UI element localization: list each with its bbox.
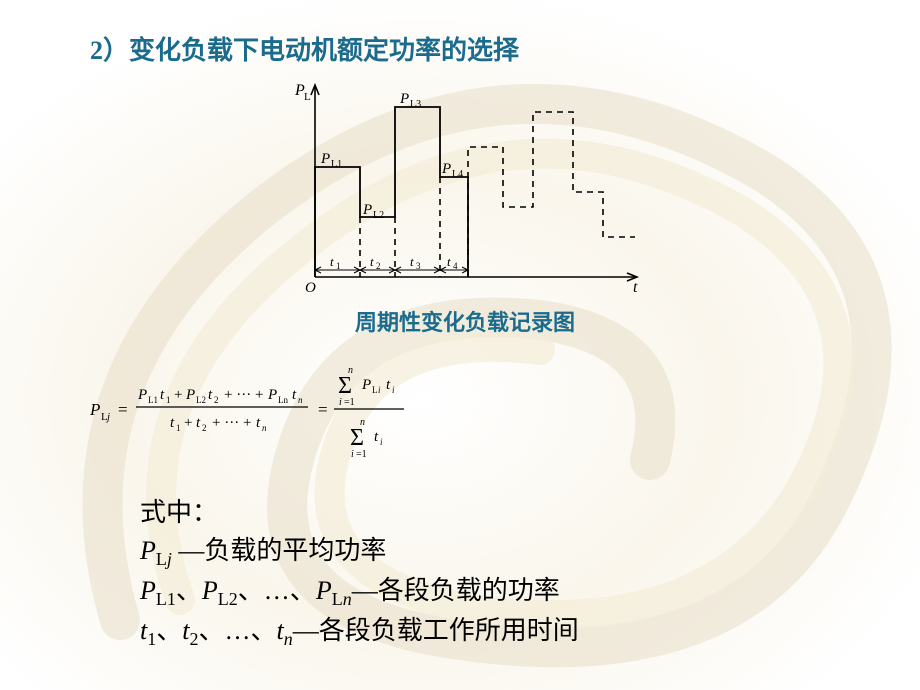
svg-text:t: t xyxy=(370,254,374,269)
load-step-diagram: P L t O PL1 PL2 xyxy=(285,77,645,297)
svg-text:L1: L1 xyxy=(331,159,342,170)
diagram-caption: 周期性变化负载记录图 xyxy=(90,305,840,337)
svg-text:4: 4 xyxy=(453,261,458,271)
svg-text:t: t xyxy=(196,415,201,431)
svg-text:i: i xyxy=(378,385,381,395)
svg-text:+ ··· +: + ··· + xyxy=(224,387,263,403)
svg-text:t: t xyxy=(208,387,213,403)
svg-text:2: 2 xyxy=(202,423,207,433)
svg-text:Σ: Σ xyxy=(350,425,364,451)
svg-text:t: t xyxy=(374,429,379,445)
svg-text:L: L xyxy=(372,385,378,395)
svg-text:t: t xyxy=(160,387,165,403)
svg-text:n: n xyxy=(262,423,267,433)
svg-text:1: 1 xyxy=(336,261,341,271)
svg-text:+ ··· +: + ··· + xyxy=(212,415,251,431)
svg-text:1: 1 xyxy=(176,423,181,433)
svg-text:2: 2 xyxy=(376,261,381,271)
svg-text:i: i xyxy=(339,397,342,408)
svg-text:=: = xyxy=(318,400,328,419)
svg-text:Ln: Ln xyxy=(278,395,288,405)
desc-line-ti: t1、t2、…、tn—各段负载工作所用时间 xyxy=(140,612,840,652)
svg-text:L2: L2 xyxy=(373,210,384,221)
svg-text:O: O xyxy=(305,280,316,296)
svg-text:Σ: Σ xyxy=(338,373,352,399)
average-power-formula: P L j = PL1 t1 + PL2 t2 + ··· + PLn tn t… xyxy=(90,357,510,467)
svg-text:t: t xyxy=(386,377,391,393)
svg-text:t: t xyxy=(633,279,638,296)
svg-text:t: t xyxy=(292,387,297,403)
svg-text:L2: L2 xyxy=(196,395,206,405)
svg-text:+: + xyxy=(174,387,182,403)
svg-text:P: P xyxy=(441,161,451,177)
svg-text:L4: L4 xyxy=(452,169,463,180)
desc-line-pli: PL1、PL2、…、PLn—各段负载的功率 xyxy=(140,572,840,612)
section-title: 2）变化负载下电动机额定功率的选择 xyxy=(90,30,840,67)
svg-text:=: = xyxy=(118,400,128,419)
svg-text:t: t xyxy=(447,254,451,269)
svg-text:n: n xyxy=(298,395,303,405)
svg-text:i: i xyxy=(380,437,383,447)
svg-text:P: P xyxy=(399,91,409,107)
svg-text:P: P xyxy=(362,202,372,218)
svg-text:P: P xyxy=(267,387,277,403)
svg-text:P: P xyxy=(185,387,195,403)
desc-header: 式中： xyxy=(140,494,840,532)
desc-line-plj: PLj —负载的平均功率 xyxy=(140,532,840,572)
description-block: 式中： PLj —负载的平均功率 PL1、PL2、…、PLn—各段负载的功率 t… xyxy=(90,494,840,653)
svg-text:+: + xyxy=(184,415,192,431)
svg-text:=1: =1 xyxy=(344,397,355,408)
svg-text:i: i xyxy=(351,449,354,460)
svg-text:P: P xyxy=(137,387,147,403)
svg-text:2: 2 xyxy=(214,395,219,405)
svg-text:P: P xyxy=(90,400,100,419)
svg-text:t: t xyxy=(330,254,334,269)
svg-text:P: P xyxy=(320,151,330,167)
svg-text:i: i xyxy=(392,385,395,395)
svg-text:L3: L3 xyxy=(410,99,421,110)
svg-text:=1: =1 xyxy=(356,449,367,460)
svg-text:1: 1 xyxy=(166,395,171,405)
svg-text:L1: L1 xyxy=(148,395,158,405)
svg-text:L: L xyxy=(304,91,311,103)
svg-text:t: t xyxy=(410,254,414,269)
svg-text:3: 3 xyxy=(416,261,421,271)
svg-text:P: P xyxy=(361,377,371,393)
svg-text:t: t xyxy=(170,415,175,431)
svg-text:t: t xyxy=(256,415,261,431)
